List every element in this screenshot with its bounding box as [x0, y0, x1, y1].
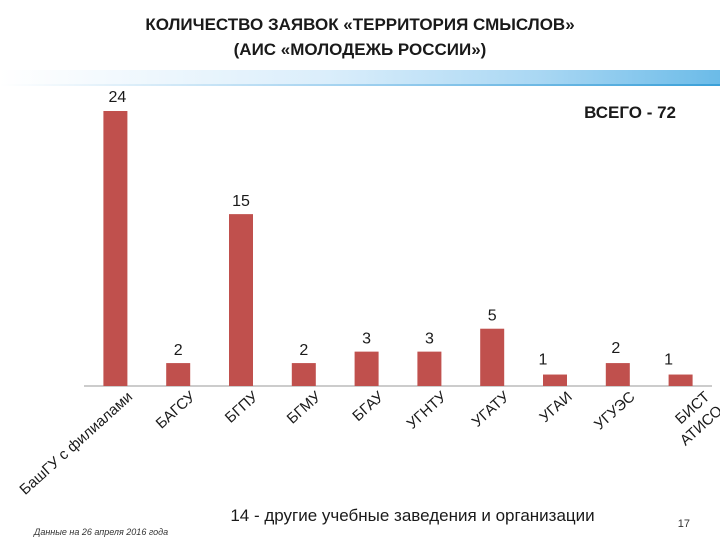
- data-label-3: 15: [232, 193, 250, 210]
- title-line-2: (АИС «МОЛОДЕЖЬ РОССИИ»): [233, 40, 487, 59]
- bar-10: [668, 374, 693, 386]
- data-label-8: 1: [539, 352, 548, 369]
- data-label-5: 3: [362, 331, 371, 348]
- footer-note: 14 - другие учебные заведения и организа…: [0, 506, 720, 526]
- header-band: [0, 70, 720, 84]
- bar-3: [229, 214, 253, 386]
- category-label-9: УГУЭС: [591, 388, 639, 433]
- category-label-6: УГНТУ: [404, 388, 451, 433]
- data-label-9: 2: [611, 340, 620, 357]
- bar-4: [291, 363, 316, 386]
- bar-9: [605, 363, 630, 386]
- header-band-line: [0, 84, 720, 86]
- total-label: ВСЕГО - 72: [584, 103, 676, 122]
- page-number: 17: [677, 518, 690, 530]
- chart-title: КОЛИЧЕСТВО ЗАЯВОК «ТЕРРИТОРИЯ СМЫСЛОВ» (…: [0, 12, 720, 62]
- category-label-3: БГПУ: [222, 388, 262, 427]
- title-line-1: КОЛИЧЕСТВО ЗАЯВОК «ТЕРРИТОРИЯ СМЫСЛОВ»: [145, 15, 575, 34]
- category-label-10: БИСТАТИСО: [664, 388, 720, 449]
- data-label-10: 1: [664, 352, 673, 369]
- category-label-1: БашГУ с филиалами: [16, 388, 136, 498]
- bar-5: [354, 351, 379, 386]
- data-label-2: 2: [174, 342, 183, 359]
- data-label-6: 3: [425, 331, 434, 348]
- category-label-7: УГАТУ: [469, 388, 514, 431]
- data-label-1: 24: [109, 89, 127, 106]
- category-label-4: БГМУ: [284, 388, 325, 427]
- category-label-2: БАГСУ: [153, 388, 200, 432]
- data-label-7: 5: [488, 308, 497, 325]
- bar-6: [417, 351, 442, 386]
- bar-2: [166, 363, 191, 386]
- data-label-4: 2: [299, 342, 308, 359]
- bar-7: [480, 328, 505, 386]
- data-date-note: Данные на 26 апреля 2016 года: [34, 527, 169, 537]
- bar-1: [103, 111, 128, 386]
- category-label-8: УГАИ: [536, 388, 575, 426]
- bar-8: [543, 374, 567, 386]
- category-label-5: БГАУ: [349, 388, 387, 425]
- footer-text: 14 - другие учебные заведения и организа…: [230, 506, 595, 525]
